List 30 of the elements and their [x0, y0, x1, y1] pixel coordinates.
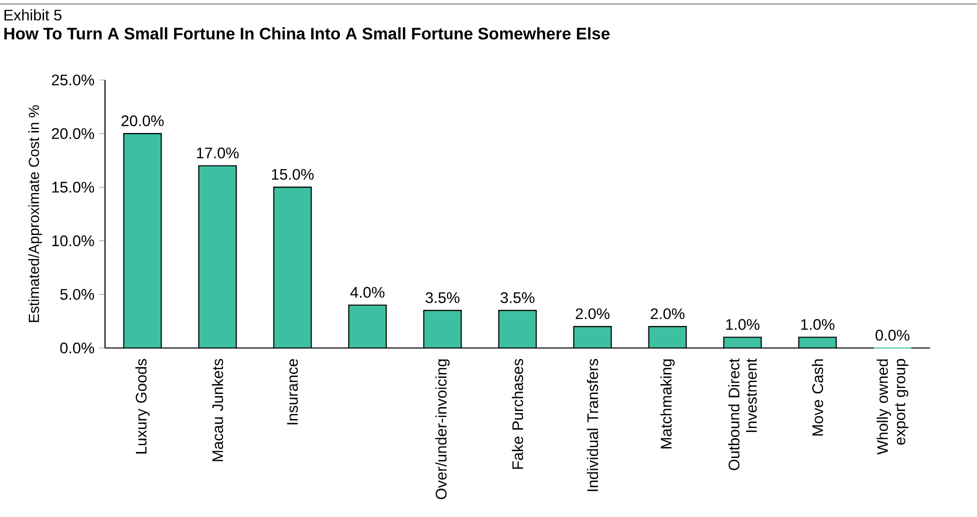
x-tick-label: Macau Junkets — [212, 358, 224, 462]
data-label: 3.5% — [500, 292, 534, 304]
y-tick-label: 10.0% — [52, 235, 94, 246]
x-tick-label: Outbound Direct Investment — [728, 358, 757, 470]
data-label: 15.0% — [272, 168, 314, 180]
data-label: 20.0% — [122, 115, 164, 126]
x-tick-label: Fake Purchases — [512, 358, 524, 469]
data-label: 3.5% — [426, 292, 460, 304]
data-label: 2.0% — [576, 308, 610, 320]
y-axis-title: Estimated/Approximate Cost in % — [28, 105, 42, 322]
y-tick-label: 0.0% — [60, 342, 94, 354]
y-tick-label: 15.0% — [52, 182, 94, 193]
x-tick-label: Move Cash — [812, 359, 824, 436]
data-label: 2.0% — [650, 308, 684, 320]
x-tick-label: Over/under-invoicing — [435, 359, 450, 500]
y-tick-label: 25.0% — [52, 74, 94, 86]
x-tick-label: Matchmaking — [660, 359, 675, 448]
y-tick-label: 5.0% — [60, 288, 94, 300]
data-label: 1.0% — [726, 319, 760, 330]
x-tick-label: Individual Transfers — [586, 358, 598, 492]
data-label: 0.0% — [876, 330, 910, 341]
y-tick-label: 20.0% — [52, 128, 94, 140]
data-label: 1.0% — [801, 319, 834, 330]
x-tick-label: Wholly owned export group — [876, 359, 908, 455]
x-tick-label: Insurance — [287, 359, 298, 424]
chart-title: How To Turn A Small Fortune In China Into A Small Fortune Somewhere Else — [4, 27, 610, 40]
x-tick-label: Luxury Goods — [135, 358, 150, 454]
data-label: 17.0% — [196, 148, 239, 158]
text: Exhibit 5 — [4, 9, 62, 21]
data-label: 4.0% — [350, 286, 384, 298]
